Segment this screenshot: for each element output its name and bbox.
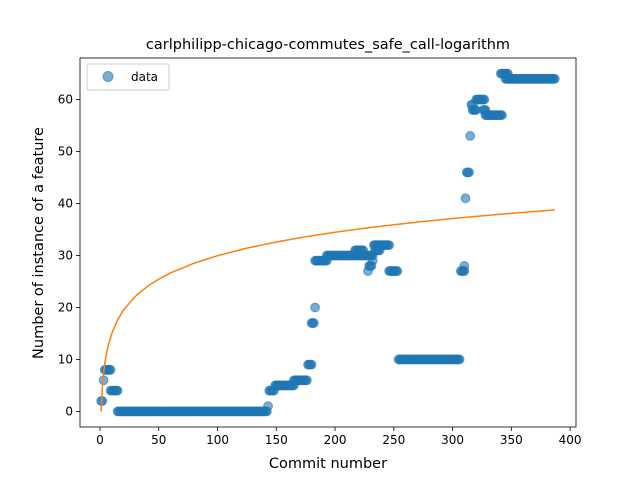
x-tick-label: 250 bbox=[382, 433, 405, 447]
data-point bbox=[306, 359, 317, 370]
x-tick-label: 200 bbox=[324, 433, 347, 447]
y-tick-label: 10 bbox=[58, 352, 73, 366]
data-point bbox=[549, 73, 560, 84]
data-point bbox=[497, 110, 507, 121]
chart-title: carlphilipp-chicago-commutes_safe_call-l… bbox=[146, 37, 510, 53]
y-tick-label: 50 bbox=[58, 145, 73, 159]
data-point bbox=[105, 364, 116, 375]
y-tick-label: 0 bbox=[65, 404, 73, 418]
data-point bbox=[384, 240, 395, 250]
data-point bbox=[454, 354, 465, 365]
data-point bbox=[464, 167, 474, 178]
x-tick-label: 300 bbox=[441, 433, 464, 447]
x-axis-ticks: 0 50 100 150 200 250 300 350 400 bbox=[96, 427, 582, 447]
axes-frame bbox=[79, 57, 577, 428]
x-tick-label: 100 bbox=[206, 433, 229, 447]
x-tick-label: 50 bbox=[151, 433, 166, 447]
data-point bbox=[112, 385, 123, 396]
data-point bbox=[367, 255, 378, 266]
y-tick-label: 30 bbox=[58, 248, 73, 262]
legend-label-data: data bbox=[131, 70, 158, 84]
legend: data bbox=[86, 63, 170, 91]
y-tick-label: 20 bbox=[58, 300, 73, 314]
data-point bbox=[358, 245, 369, 256]
y-tick-label: 40 bbox=[58, 197, 73, 211]
y-tick-label: 60 bbox=[58, 93, 73, 107]
x-tick-label: 0 bbox=[96, 433, 104, 447]
x-tick-label: 400 bbox=[559, 433, 582, 447]
data-point bbox=[263, 401, 273, 412]
data-point bbox=[459, 260, 470, 271]
x-axis-label: Commit number bbox=[269, 456, 387, 472]
data-point bbox=[460, 193, 471, 204]
chart-marks bbox=[96, 68, 560, 417]
fit-line bbox=[100, 209, 555, 412]
data-point bbox=[308, 318, 319, 328]
data-point bbox=[374, 245, 385, 256]
y-axis-label: Number of instance of a feature bbox=[31, 127, 47, 359]
x-tick-label: 150 bbox=[265, 433, 288, 447]
data-point bbox=[392, 266, 403, 276]
legend-box bbox=[86, 63, 170, 91]
legend-marker-data bbox=[102, 71, 114, 82]
y-axis-ticks: 0 10 20 30 40 50 60 bbox=[58, 93, 80, 418]
data-point bbox=[479, 94, 490, 105]
data-point bbox=[310, 302, 320, 313]
data-point bbox=[465, 131, 476, 141]
x-tick-label: 350 bbox=[500, 433, 523, 447]
data-point bbox=[301, 375, 312, 386]
